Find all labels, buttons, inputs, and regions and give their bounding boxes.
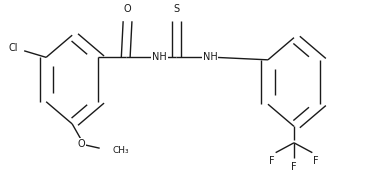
Text: F: F [291, 162, 297, 172]
Text: S: S [173, 4, 179, 14]
Text: CH₃: CH₃ [113, 146, 129, 155]
Text: O: O [78, 139, 85, 149]
Text: NH: NH [203, 52, 217, 62]
Text: O: O [124, 4, 131, 14]
Text: NH: NH [152, 52, 167, 62]
Text: F: F [269, 156, 275, 166]
Text: Cl: Cl [8, 43, 18, 53]
Text: F: F [313, 156, 319, 166]
